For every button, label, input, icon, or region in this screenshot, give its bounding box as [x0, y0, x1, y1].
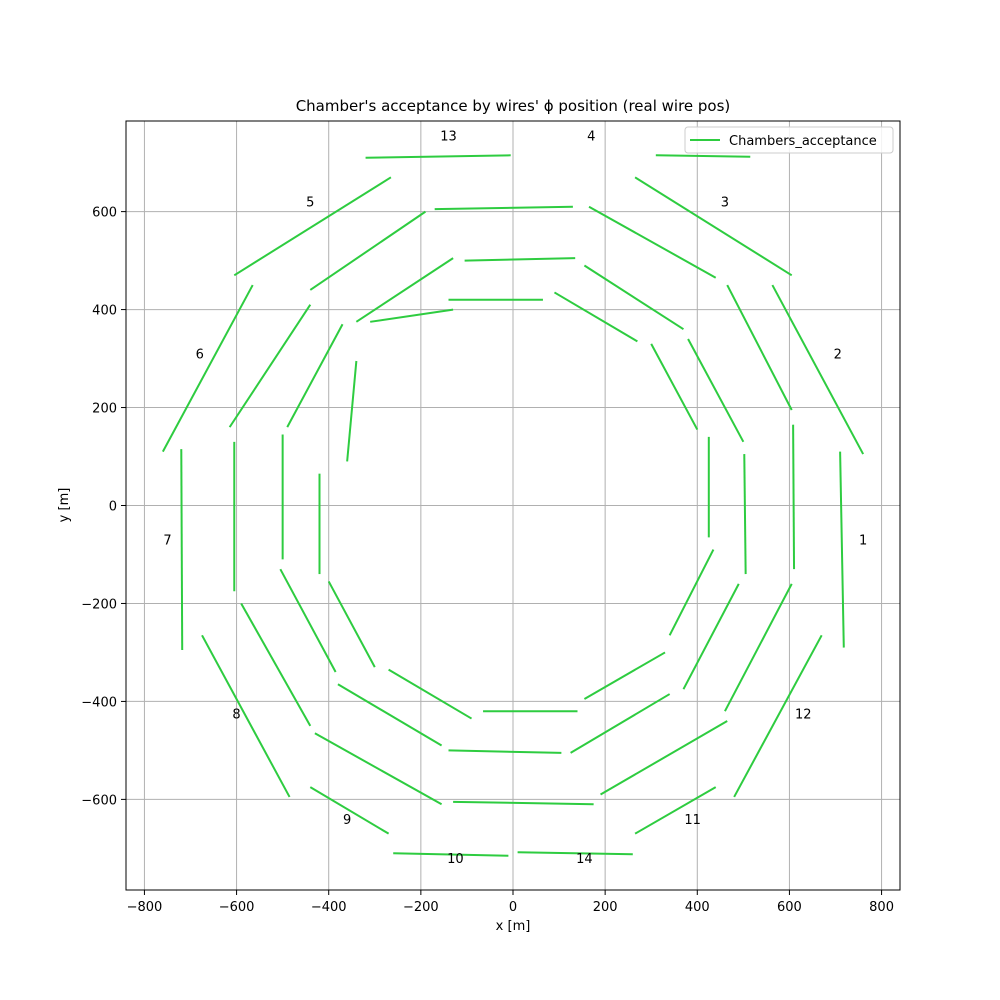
- chamber-acceptance-segment: [453, 800, 594, 806]
- chamber-acceptance-segment: [553, 291, 638, 343]
- chamber-acceptance-segment: [309, 210, 427, 291]
- y-tick-label: 400: [92, 304, 117, 319]
- legend: Chambers_acceptance: [684, 126, 894, 154]
- chamber-label: 6: [196, 348, 204, 363]
- chamber-acceptance-segment: [724, 583, 793, 712]
- y-axis-ticks: −600 −400 −200 0 200 400 600: [81, 206, 126, 808]
- chamber-label: 13: [440, 130, 457, 145]
- chamber-acceptance-segment: [161, 284, 254, 453]
- x-tick-label: 200: [593, 900, 618, 915]
- y-tick-label: 200: [92, 402, 117, 417]
- chamber-acceptance-segment: [687, 338, 745, 443]
- legend-entry: Chambers_acceptance: [729, 134, 877, 149]
- chamber-label: 2: [834, 348, 842, 363]
- chamber-label: 8: [232, 708, 240, 723]
- chamber-acceptance-segment: [726, 284, 793, 411]
- chamber-acceptance-segment: [233, 176, 392, 277]
- chamber-acceptance-segment: [650, 343, 699, 431]
- y-tick-label: 0: [109, 500, 117, 515]
- chamber-acceptance-segment: [180, 449, 184, 650]
- chamber-acceptance-segment: [743, 454, 747, 575]
- chamber-acceptance-segment: [682, 583, 740, 690]
- chamber-label: 10: [447, 852, 464, 867]
- x-axis-label: x [m]: [496, 919, 531, 934]
- x-tick-label: 400: [685, 900, 710, 915]
- chamber-acceptance-segment: [600, 720, 728, 796]
- chamber-acceptance-segment: [448, 749, 562, 754]
- chamber-acceptance-segment: [327, 580, 376, 668]
- chamber-acceptance-segment: [240, 602, 312, 727]
- chamber-label: 7: [163, 534, 171, 549]
- chamber-acceptance-segment: [464, 257, 576, 262]
- chamber-acceptance-segment: [337, 683, 443, 747]
- y-tick-label: −400: [81, 695, 117, 710]
- x-tick-label: −400: [311, 900, 347, 915]
- y-tick-label: −200: [81, 597, 117, 612]
- chamber-acceptance-segment: [370, 308, 454, 323]
- chamber-acceptance-segment: [434, 205, 573, 211]
- x-axis-ticks: −800 −600 −400 −200 0 200 400 600 800: [127, 890, 894, 915]
- chamber-acceptance-segment: [393, 852, 509, 857]
- chamber-acceptance-segment: [388, 668, 473, 720]
- chart-title: Chamber's acceptance by wires' ϕ positio…: [296, 97, 731, 115]
- chamber-label: 9: [343, 813, 351, 828]
- chamber-acceptance-segment: [314, 732, 443, 806]
- x-tick-label: 800: [869, 900, 894, 915]
- chamber-label: 12: [795, 708, 812, 723]
- y-axis-label: y [m]: [57, 488, 72, 523]
- chamber-acceptance-segment: [570, 693, 671, 754]
- y-tick-label: −600: [81, 793, 117, 808]
- chamber-acceptance-segment: [309, 786, 390, 835]
- chamber-acceptance-segment: [733, 634, 823, 798]
- chamber-acceptance-segment: [346, 360, 358, 462]
- chamber-acceptance-segment: [839, 451, 845, 648]
- chamber-label: 4: [587, 130, 595, 145]
- chamber-acceptance-segment: [583, 651, 666, 700]
- series-chambers-acceptance: [161, 154, 865, 857]
- chamber-acceptance-segment: [365, 154, 511, 159]
- x-tick-label: −600: [219, 900, 255, 915]
- chamber-label: 14: [576, 852, 593, 867]
- legend-box: [684, 126, 894, 154]
- chamber-acceptance-segment: [355, 257, 454, 323]
- chamber-acceptance-segment: [792, 424, 796, 570]
- chamber-acceptance-segment: [588, 205, 717, 279]
- chamber-acceptance-segment: [655, 154, 751, 158]
- chamber-acceptance-segment: [634, 786, 717, 835]
- chamber-acceptance-segment: [771, 284, 865, 455]
- chamber-acceptance-segment: [286, 323, 344, 428]
- chamber-acceptance-segment: [517, 851, 633, 856]
- x-tick-label: −200: [403, 900, 439, 915]
- chamber-acceptance-segment: [228, 304, 312, 428]
- grid-lines: [126, 121, 900, 890]
- chamber-label: 11: [684, 813, 701, 828]
- x-tick-label: −800: [127, 900, 163, 915]
- x-tick-label: 0: [509, 900, 517, 915]
- x-tick-label: 600: [777, 900, 802, 915]
- y-tick-label: 600: [92, 206, 117, 221]
- chamber-label: 5: [306, 196, 314, 211]
- chamber-label: 1: [859, 534, 867, 549]
- chamber-acceptance-segment: [279, 568, 337, 673]
- chamber-acceptance-segment: [201, 634, 291, 798]
- chamber-acceptance-segment: [668, 549, 715, 636]
- chamber-label: 3: [721, 196, 729, 211]
- chamber-acceptance-segment: [583, 264, 685, 331]
- chamber-acceptance-segment: [634, 176, 793, 277]
